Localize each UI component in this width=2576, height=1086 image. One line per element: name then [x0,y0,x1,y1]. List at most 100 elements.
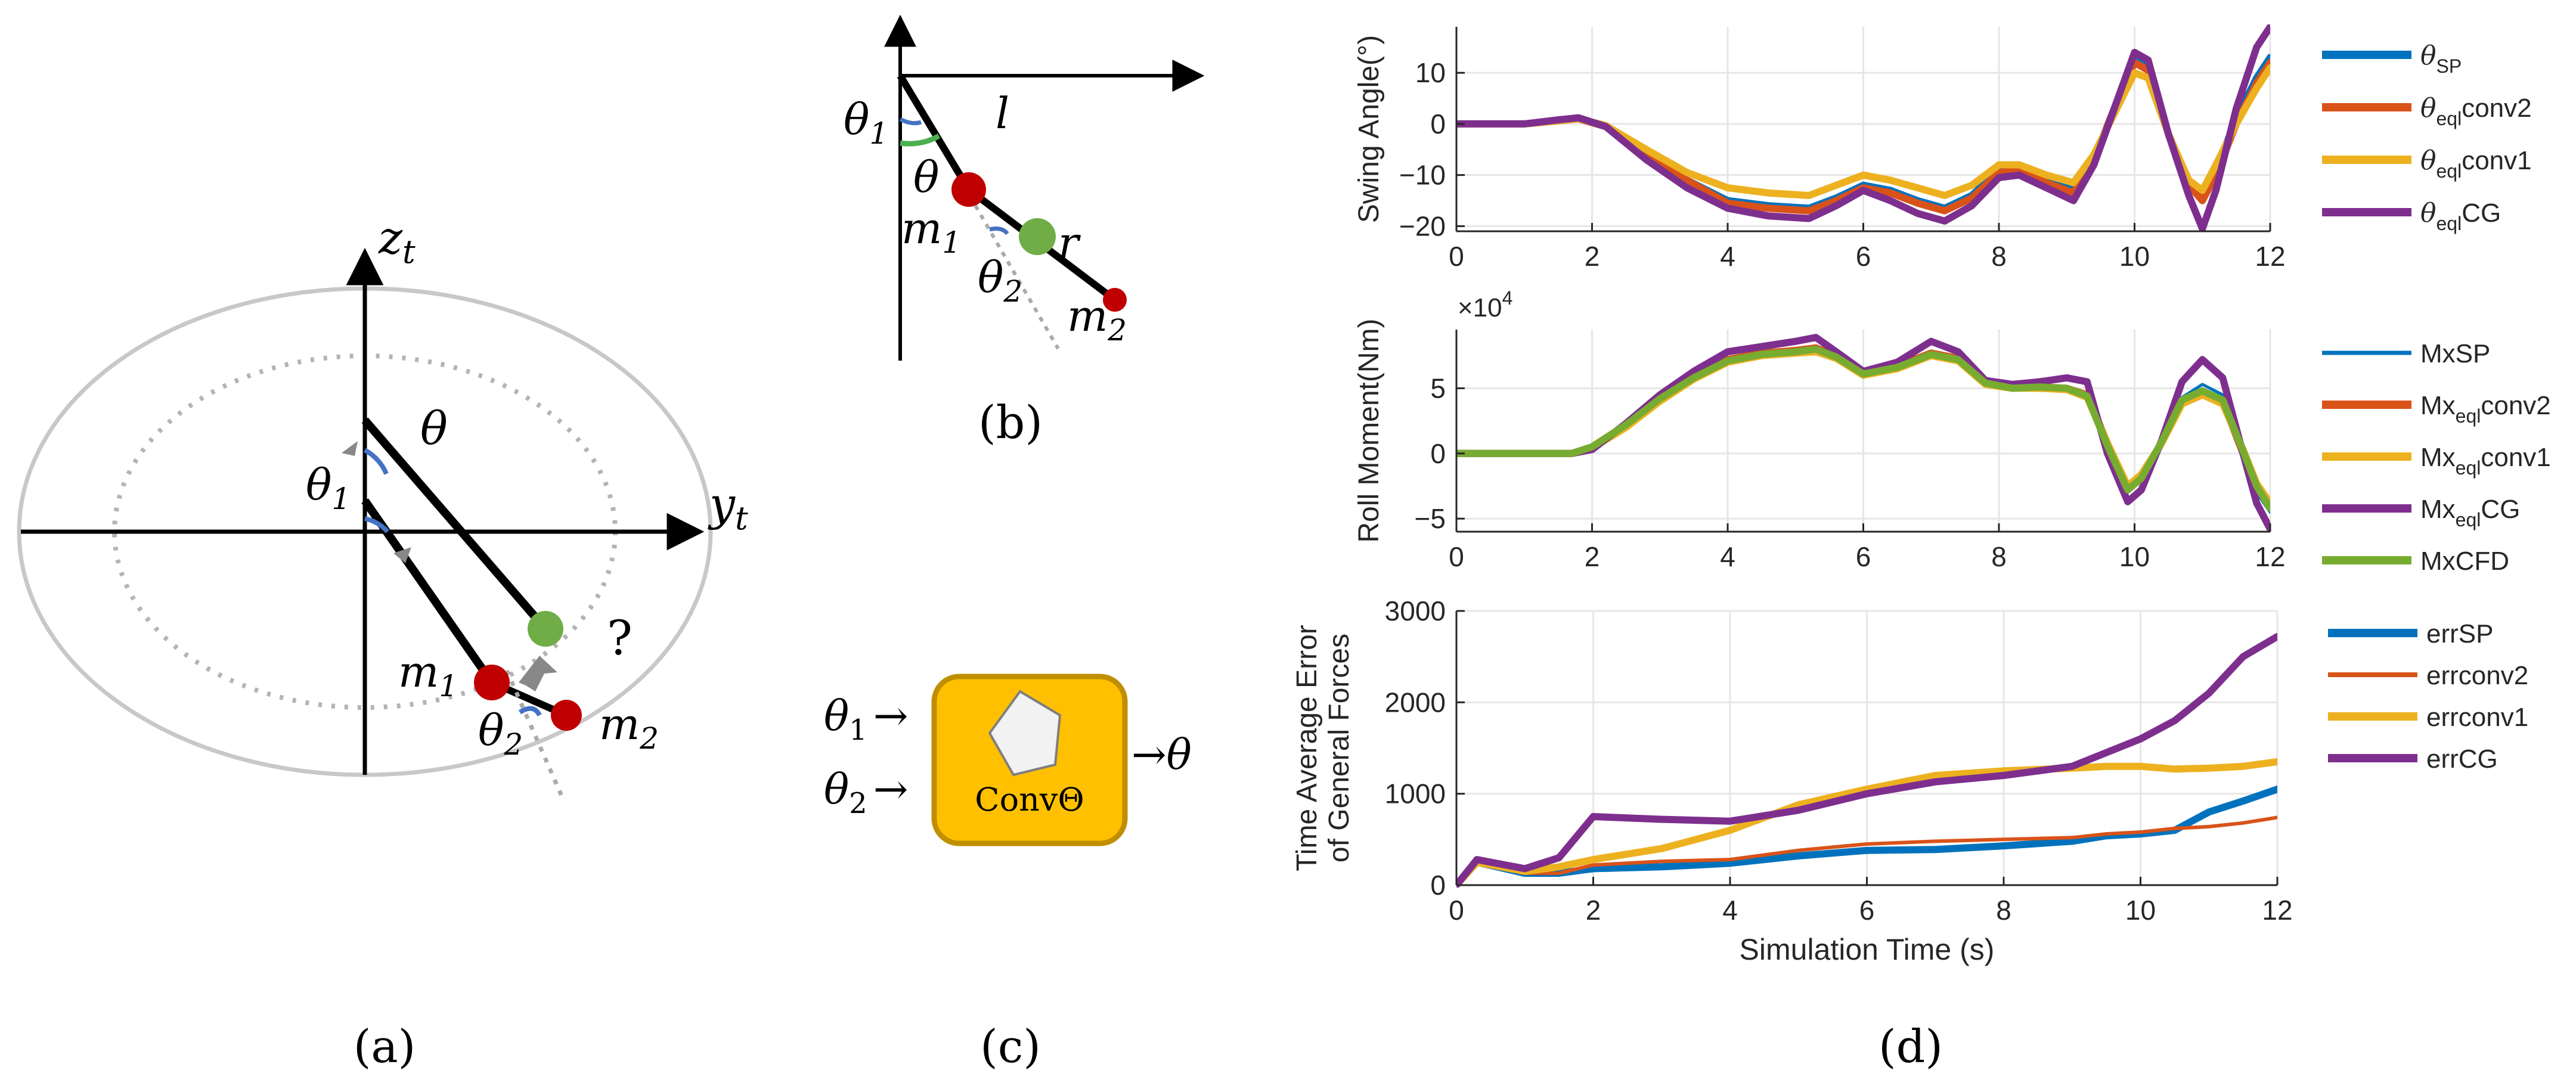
c-input-theta2: θ2 → [824,765,908,820]
b-mass-m2 [1103,288,1127,312]
pivot-arrow-2 [393,547,411,563]
mass-m1 [474,665,510,700]
label-question: ? [607,610,633,666]
b-label-l: l [996,88,1009,138]
legend-label-θSP: θSP [2420,41,2462,77]
legend-label-errconv2: errconv2 [2426,661,2528,690]
chart-3: 0 2 4 6 8 10 12 0 1000 2000 3000 Time Average Error… [1291,595,2528,966]
b-label-theta2: θ2 [978,252,1022,309]
y-tick-label: 10 [1415,57,1446,88]
b-mass-m1 [951,172,986,207]
b-label-m1: m1 [901,203,961,260]
pendulum-rod-theta [361,417,549,632]
x-tick-label: 2 [1585,541,1600,572]
x-tick-label: 2 [1586,895,1601,926]
b-theta2-arc [989,226,1009,235]
y-exponent-label: ×104 [1458,287,1512,322]
series-line-θeqlconv1 [1456,64,2270,199]
x-tick-label: 6 [1856,241,1871,272]
series-line-θeqlCG [1456,24,2270,232]
y-axis-label: Swing Angle(°) [1353,35,1385,223]
b-theta1-arc [899,117,922,126]
c-input-theta1: θ1 → [824,691,908,747]
x-tick-label: 0 [1449,241,1464,272]
legend-label-MxeqlCG: MxeqlCG [2420,495,2520,530]
force-arrow [519,656,557,691]
y-axis-label-line1: Time Average Error [1291,625,1323,871]
b-label-theta: θ [913,152,939,202]
caption-b: (b) [978,396,1043,449]
legend-label-errCG: errCG [2426,744,2498,774]
y-axis-label: Roll Moment(Nm) [1353,318,1385,542]
x-tick-label: 8 [1991,241,2007,272]
theta1-arc [364,516,389,533]
label-m1-a: m1 [398,647,458,703]
y-tick-label: −5 [1415,503,1446,534]
theta2-arc [518,706,542,717]
label-theta-a: θ [420,402,448,455]
chart-1: 0 2 4 6 8 10 12 −20 −10 0 10 Swing Angle(°) θSP θeqlc… [1353,24,2532,272]
x-axis-label: Simulation Time (s) [1740,933,1995,966]
panel-c-diagram: ConvΘ θ1 → θ2 → →θ (c) [824,674,1192,1073]
b-theta-arc [900,134,941,147]
y-tick-label: 1000 [1385,778,1446,809]
legend-label-MxCFD: MxCFD [2420,547,2509,576]
b-label-r: r [1058,218,1081,268]
x-tick-label: 12 [2262,895,2292,926]
x-tick-label: 10 [2119,241,2150,272]
series-line-errCG [1456,632,2277,888]
legend-label-θeqlCG: θeqlCG [2420,198,2501,234]
y-tick-label: 3000 [1385,595,1446,626]
x-tick-label: 4 [1720,541,1735,572]
x-tick-label: 12 [2255,541,2285,572]
series-line-MxCFD [1456,345,2270,512]
x-tick-label: 0 [1449,895,1464,926]
legend-label-errSP: errSP [2426,619,2493,649]
panel-b-diagram: θ1 l θ m1 r θ2 m2 (b) [844,14,1205,449]
x-tick-label: 6 [1859,895,1875,926]
legend-label-θeqlconv1: θeqlconv1 [2420,145,2532,182]
series-line-errconv2 [1456,815,2277,887]
x-tick-label: 12 [2255,241,2285,272]
mass-equivalent [528,611,563,647]
legend-label-θeqlconv2: θeqlconv2 [2420,93,2532,129]
caption-d: (d) [1878,1020,1943,1073]
pivot-arrow-1 [342,441,358,456]
series-line-errconv1 [1456,758,2277,888]
mass-m2 [551,700,582,731]
conv-theta-label: ConvΘ [975,781,1084,818]
legend-label-errconv1: errconv1 [2426,703,2528,732]
label-y: yt [708,477,748,537]
x-tick-label: 4 [1720,241,1735,272]
x-tick-label: 6 [1856,541,1871,572]
label-theta2-a: θ2 [478,705,523,762]
y-tick-label: 0 [1430,870,1446,901]
y-tick-label: 0 [1430,108,1446,139]
legend-label-Mxeqlconv2: Mxeqlconv2 [2420,391,2551,427]
b-label-m2: m2 [1067,291,1127,347]
caption-a: (a) [354,1020,416,1073]
y-axis-label-line2: of General Forces [1323,634,1355,862]
x-tick-label: 8 [1996,895,2011,926]
x-tick-label: 10 [2125,895,2156,926]
panel-a-diagram: zt yt θ θ1 m1 θ2 m2 ? (a) [17,211,748,1073]
caption-c: (c) [980,1020,1041,1073]
x-tick-label: 8 [1991,541,2007,572]
pentagon-icon [988,690,1062,777]
label-theta1-a: θ1 [306,460,351,516]
legend-label-MxSP: MxSP [2420,339,2490,368]
x-tick-label: 4 [1722,895,1738,926]
x-tick-label: 2 [1585,241,1600,272]
panel-d-charts: 0 2 4 6 8 10 12 −20 −10 0 10 Swing Angle(°) θSP θeqlc… [1291,24,2551,966]
x-tick-label: 0 [1449,541,1464,572]
c-output-theta: →θ [1132,730,1192,779]
label-z: zt [378,211,416,271]
y-tick-label: 0 [1430,438,1446,469]
theta-arc-1 [363,448,389,475]
legend-label-Mxeqlconv1: Mxeqlconv1 [2420,443,2551,479]
x-tick-label: 10 [2119,541,2150,572]
b-mass-equivalent [1019,218,1056,255]
y-tick-label: 5 [1430,373,1446,404]
